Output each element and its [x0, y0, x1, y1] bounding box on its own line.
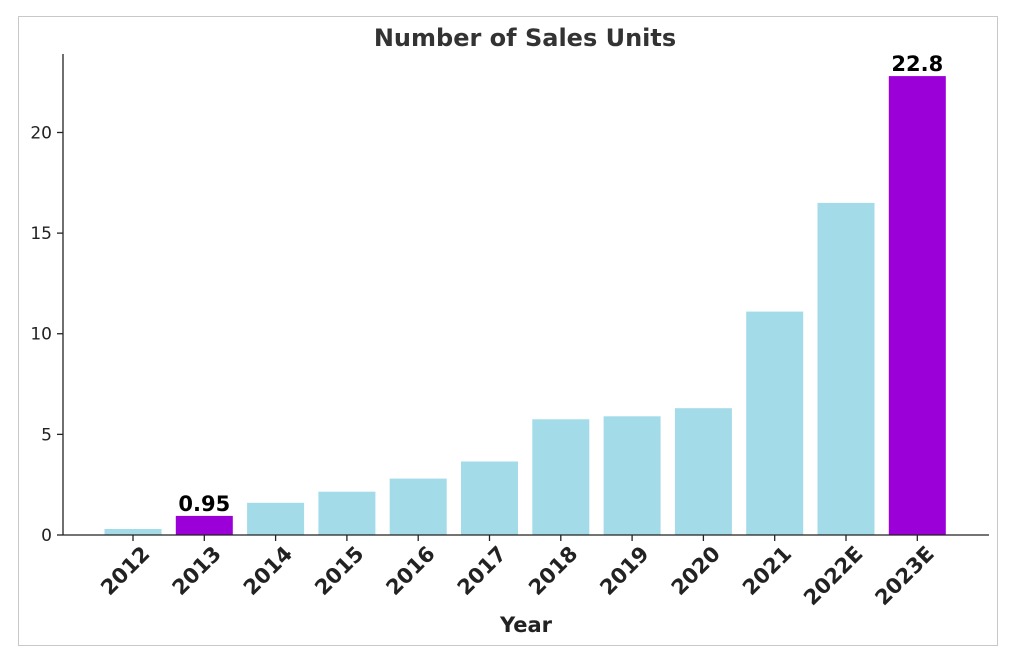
- x-tick-label: 2016: [381, 542, 439, 600]
- bar-2013: [175, 515, 233, 535]
- bar-2015: [318, 491, 376, 535]
- x-tick-label: 2019: [595, 542, 653, 600]
- bar-2016: [389, 478, 447, 535]
- bar-2022e: [817, 202, 875, 535]
- bar-2021: [746, 311, 804, 535]
- y-tick-label: 20: [30, 123, 52, 143]
- data-label-2013: 0.95: [178, 492, 230, 516]
- bar-2014: [247, 502, 305, 535]
- x-tick-label: 2023E: [870, 542, 938, 610]
- x-tick-label: 2020: [667, 542, 725, 600]
- y-tick-label: 10: [30, 325, 52, 345]
- x-tick-label: 2014: [239, 542, 297, 600]
- bar-2023e: [888, 76, 946, 535]
- x-tick-label: 2018: [524, 542, 582, 600]
- y-tick-label: 5: [41, 425, 52, 445]
- x-tick-label: 2021: [738, 542, 796, 600]
- x-axis-ticks: 2012 2013 2014 2015 2016 2017 2018 2019 2020 2021…: [96, 535, 939, 610]
- x-tick-label: 2022E: [799, 542, 867, 610]
- bars-group: [104, 76, 946, 535]
- x-tick-label: 2013: [168, 542, 226, 600]
- data-labels-group: 0.95 22.8: [178, 52, 943, 516]
- y-tick-label: 15: [30, 224, 52, 244]
- bar-2020: [674, 408, 732, 535]
- bar-2017: [461, 461, 518, 535]
- bar-2012: [104, 529, 162, 535]
- x-tick-label: 2015: [310, 542, 368, 600]
- x-axis-label: Year: [499, 613, 553, 637]
- x-tick-label: 2017: [453, 542, 511, 600]
- y-axis-ticks: 0 5 10 15 20: [30, 123, 63, 546]
- data-label-2023e: 22.8: [891, 52, 943, 76]
- x-tick-label: 2012: [96, 542, 154, 600]
- bar-2019: [603, 416, 661, 535]
- bar-2018: [532, 419, 590, 535]
- chart-title: Number of Sales Units: [374, 24, 676, 52]
- y-tick-label: 0: [41, 526, 52, 546]
